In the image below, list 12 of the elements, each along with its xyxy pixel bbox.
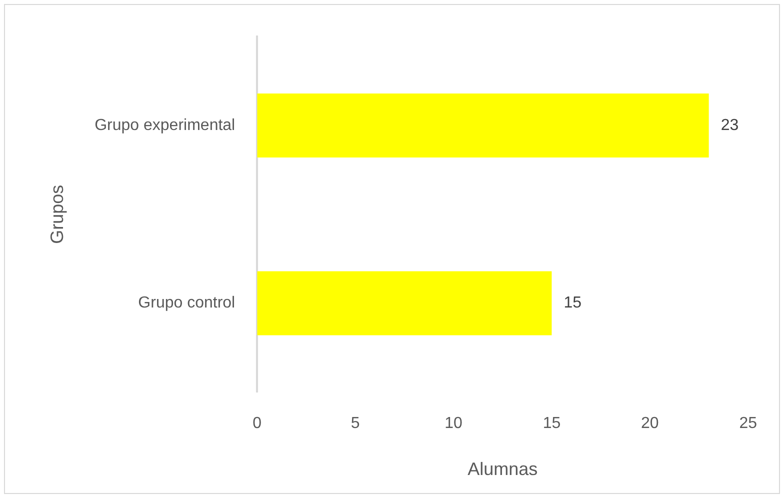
x-tick-label: 5 [350, 415, 360, 432]
x-tick-label: 10 [444, 415, 463, 432]
x-tick-label: 20 [641, 415, 659, 432]
x-tick-label: 0 [252, 415, 262, 432]
x-axis-title: Alumnas [468, 459, 538, 480]
data-label: 15 [564, 294, 582, 312]
x-tick-label: 25 [739, 415, 758, 432]
y-tick-label: Grupo control [138, 294, 236, 312]
data-label: 23 [720, 116, 739, 134]
y-tick-label: Grupo experimental [94, 116, 236, 134]
x-tick-label: 15 [542, 415, 561, 432]
y-axis-title: Grupos [46, 184, 67, 244]
